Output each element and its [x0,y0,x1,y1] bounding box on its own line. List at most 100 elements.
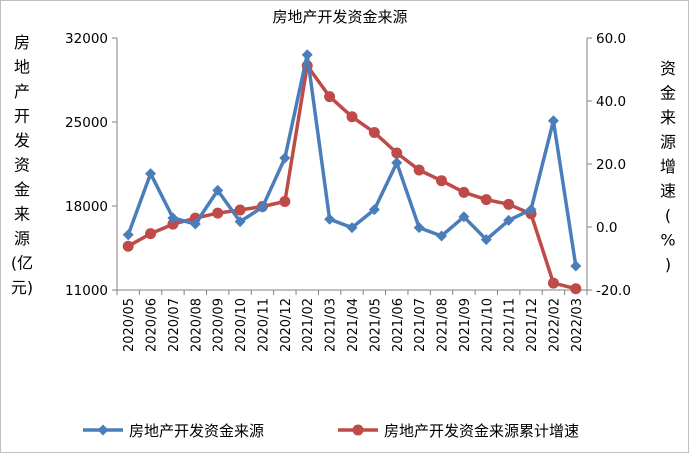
data-point [503,214,515,226]
data-point [391,147,403,159]
x-tick-label: 2020/09 [212,298,227,352]
chart-title: 房地产开发资金来源 [272,8,407,26]
y-left-tick-label: 25000 [65,115,108,131]
legend: 房地产开发资金来源 房地产开发资金来源累计增速 [83,422,579,440]
data-point [324,213,336,225]
data-point [324,91,336,103]
data-point [189,218,201,230]
y-right-tick-label: 20.0 [596,157,626,173]
data-point [256,201,268,213]
x-tick-label: 2021/05 [368,298,383,352]
legend-item-2: 房地产开发资金来源累计增速 [338,422,579,440]
x-tick-label: 2020/07 [167,298,182,352]
x-tick-label: 2020/06 [145,298,160,352]
y-left-label-char: 地 [14,58,30,77]
y-left-label-char: 产 [14,82,30,101]
data-point [525,204,537,216]
data-point [368,127,380,138]
data-point [234,204,246,216]
x-tick-label: 2022/03 [570,298,585,352]
data-point [436,230,448,242]
data-point [279,152,291,164]
data-point [145,168,157,180]
data-point [167,212,179,224]
x-tick-label: 2021/08 [436,298,451,352]
legend-swatch-marker [97,424,109,436]
data-point [547,115,559,127]
x-tick-label: 2020/05 [122,298,137,352]
data-point [413,222,425,234]
series-1 [122,49,582,272]
x-tick-label: 2020/11 [256,298,271,352]
data-point [570,283,582,295]
y-left-label-char: 源 [14,229,30,248]
data-point [346,222,358,234]
y-left-tick-label: 18000 [65,199,108,215]
data-point [480,234,492,246]
y-left-label-char: 房 [14,33,30,52]
data-point [212,207,224,219]
axes: 11000 18000 25000 32000 -20.0 0.0 20.0 40.0 60.0 [65,31,631,299]
y-left-label-char: 金 [14,180,30,199]
y-right-label-char: ) [665,255,671,274]
x-tick-label: 2021/12 [525,298,540,352]
y-left-label-char: 发 [14,131,30,150]
y-right-label-char: % [660,231,675,250]
y-left-tick-label: 11000 [65,283,108,299]
x-tick-label: 2021/02 [301,298,316,352]
data-point [413,164,425,176]
legend-item-1: 房地产开发资金来源 [83,422,264,440]
y-right-label-char: ( [665,206,671,225]
x-tick-label: 2021/07 [413,298,428,352]
y-left-tick-label: 32000 [65,31,108,47]
data-point [212,184,224,196]
data-point [547,277,559,289]
y-right-label-char: 源 [660,133,676,152]
x-tick-label: 2021/11 [503,298,518,352]
y-right-label-char: 资 [660,59,676,78]
series-2 [122,60,582,295]
x-tick-label: 2021/10 [480,298,495,352]
data-point [167,218,179,230]
y-left-axis-label: 房地产开发资金来源 (亿元) [11,33,33,297]
data-point [279,195,291,207]
y-left-label-char: 来 [14,205,30,224]
data-point [391,157,403,169]
data-point [301,49,313,61]
legend-swatch-marker [352,424,364,436]
data-point [346,111,358,123]
data-point [480,194,492,206]
data-point [458,186,470,198]
x-tick-label: 2021/03 [324,298,339,352]
data-point [436,175,448,187]
y-right-tick-label: 60.0 [596,31,626,47]
y-left-label-char: (亿 [11,254,33,273]
y-right-label-char: 增 [660,157,676,176]
legend-label: 房地产开发资金来源累计增速 [384,422,579,440]
data-point [234,216,246,228]
data-point [122,240,134,252]
y-right-tick-label: -20.0 [596,283,631,299]
y-right-tick-label: 0.0 [596,220,617,236]
data-point [458,211,470,223]
x-tick-label: 2021/09 [458,298,473,352]
x-tick-label: 2021/06 [391,298,406,352]
y-left-label-char: 资 [14,156,30,175]
data-point [145,228,157,240]
y-right-label-char: 速 [660,182,676,201]
x-tick-label: 2021/04 [346,298,361,352]
data-point [368,204,380,216]
y-right-label-char: 来 [660,108,676,127]
y-left-label-char: 开 [14,107,30,126]
y-right-label-char: 金 [660,84,676,103]
y-right-tick-label: 40.0 [596,94,626,110]
legend-label: 房地产开发资金来源 [129,422,264,440]
data-point [122,229,134,241]
x-tick-label: 2020/08 [189,298,204,352]
x-tick-label: 2020/10 [234,298,249,352]
x-tick-label: 2020/12 [279,298,294,352]
y-left-label-char: 元) [11,278,33,297]
